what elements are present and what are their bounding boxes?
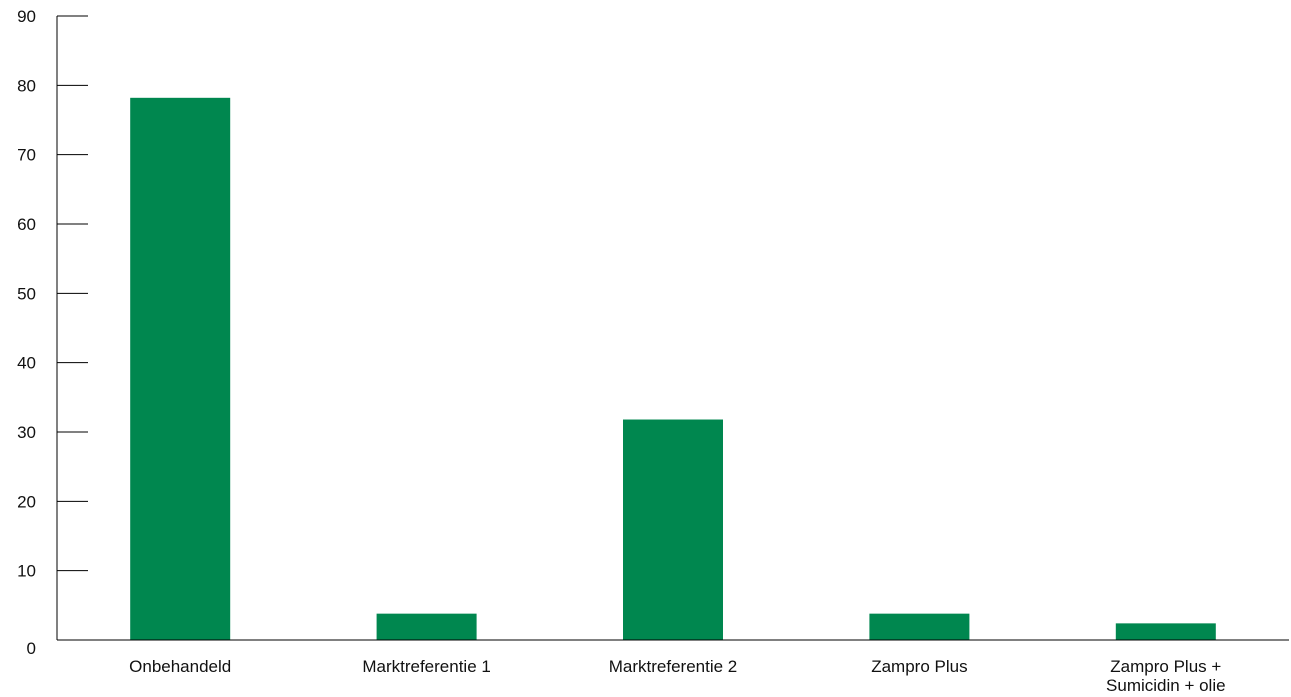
x-category-label: Marktreferentie 1 (362, 657, 491, 676)
y-tick-label: 90 (17, 7, 36, 26)
y-tick-label: 80 (17, 76, 36, 95)
y-tick-label: 70 (17, 146, 36, 165)
bar (869, 613, 970, 640)
y-tick-label: 20 (17, 492, 36, 511)
bar (623, 419, 723, 640)
y-axis: 0 10 20 30 40 50 60 70 80 90 (17, 7, 88, 658)
x-axis: Onbehandeld Marktreferentie 1 Marktreferen… (57, 639, 1289, 695)
y-tick-label: 30 (17, 423, 36, 442)
y-tick-label: 60 (17, 215, 36, 234)
y-tick-label: 10 (17, 562, 36, 581)
y-tick-label: 40 (17, 354, 36, 373)
bar (376, 613, 477, 640)
y-tick-label: 50 (17, 284, 36, 303)
y-tick-label: 0 (27, 639, 36, 658)
x-category-label: Marktreferentie 2 (609, 657, 738, 676)
x-category-label: Zampro Plus (871, 657, 967, 676)
x-category-label: Onbehandeld (129, 657, 231, 676)
x-category-label: Zampro Plus + (1110, 657, 1221, 676)
bar (1115, 623, 1216, 640)
x-category-label: Sumicidin + olie (1106, 676, 1226, 695)
bars (130, 97, 1216, 640)
bar (130, 97, 231, 640)
